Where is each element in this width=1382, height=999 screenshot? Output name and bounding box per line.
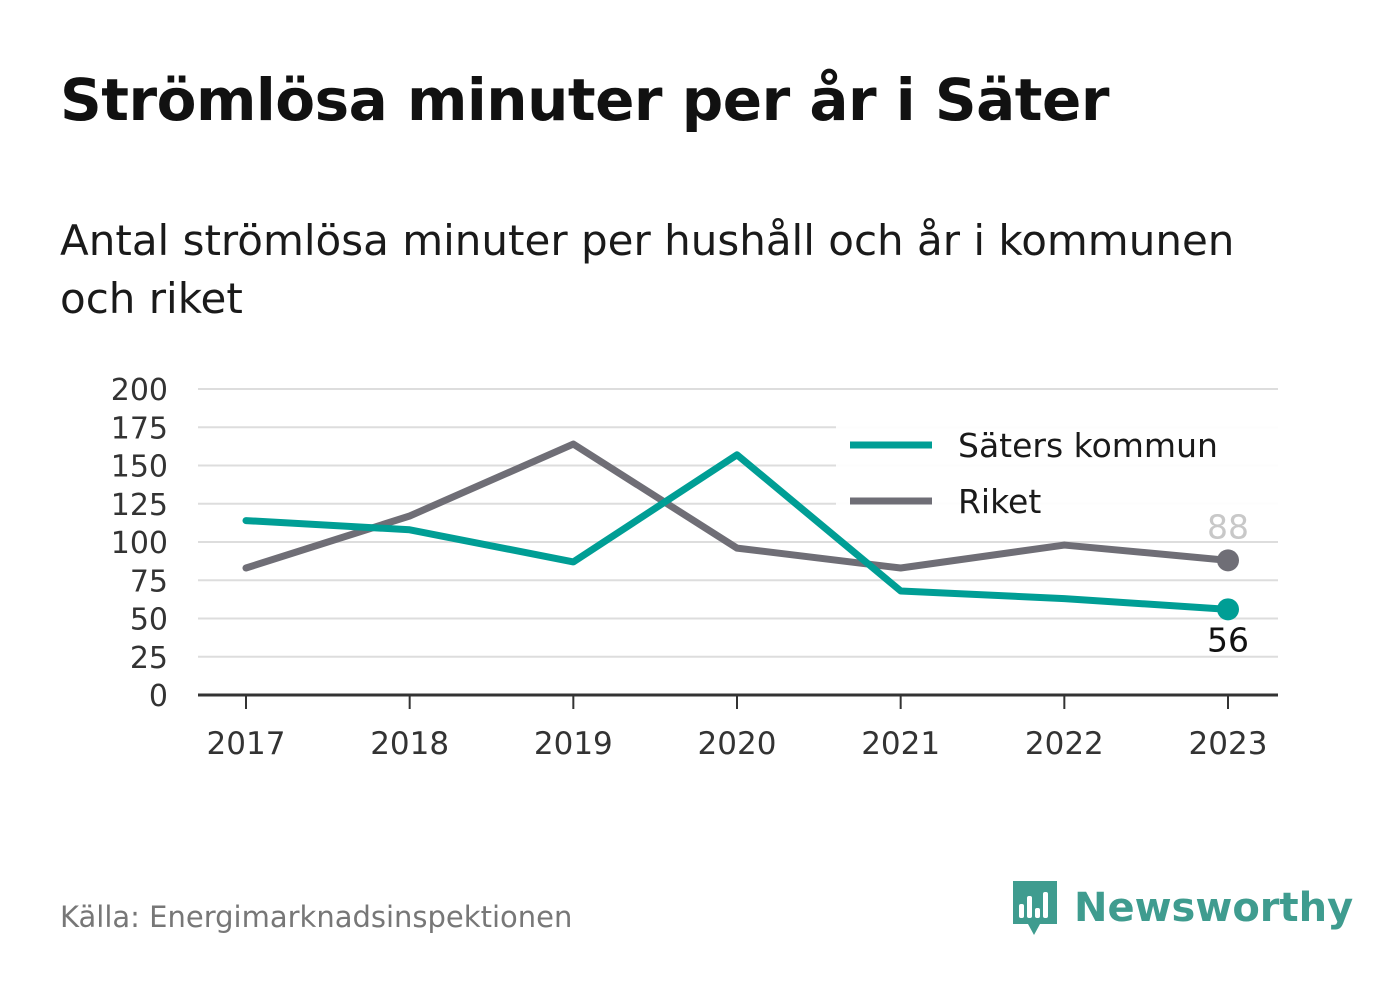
brand-name: Newsworthy bbox=[1074, 885, 1354, 931]
legend-label-1: Riket bbox=[958, 482, 1041, 521]
series-lines bbox=[242, 440, 1232, 613]
legend-background bbox=[836, 420, 1278, 532]
series-line-saters-kommun bbox=[242, 451, 1232, 613]
y-tick-label-150: 150 bbox=[111, 450, 168, 485]
brand-logo: Newsworthy bbox=[1010, 878, 1353, 938]
x-tick-label-2021: 2021 bbox=[861, 726, 940, 762]
y-tick-label-25: 25 bbox=[130, 641, 168, 676]
legend-label-0: Säters kommun bbox=[958, 426, 1218, 465]
y-tick-label-0: 0 bbox=[149, 679, 168, 714]
x-tick-label-2017: 2017 bbox=[207, 726, 286, 762]
end-point-1 bbox=[1217, 549, 1239, 572]
end-label-1: 88 bbox=[1207, 507, 1249, 546]
y-tick-label-50: 50 bbox=[130, 603, 168, 638]
chart-subtitle: Antal strömlösa minuter per hushåll och … bbox=[60, 216, 1235, 323]
y-tick-label-175: 175 bbox=[111, 411, 168, 446]
y-tick-label-75: 75 bbox=[130, 564, 168, 599]
y-tick-label-200: 200 bbox=[111, 373, 168, 408]
series-line-riket bbox=[242, 440, 1232, 572]
x-tick-label-2022: 2022 bbox=[1025, 726, 1104, 762]
chart-title: Strömlösa minuter per år i Säter bbox=[60, 66, 1109, 134]
x-tick-label-2019: 2019 bbox=[534, 726, 613, 762]
end-point-0 bbox=[1217, 598, 1239, 621]
x-axis: 2017 2018 2019 2020 2021 2022 2023 bbox=[198, 693, 1278, 762]
y-tick-label-125: 125 bbox=[111, 488, 168, 523]
end-label-0: 56 bbox=[1207, 620, 1249, 659]
x-tick-label-2020: 2020 bbox=[698, 726, 777, 762]
source-note: Källa: Energimarknadsinspektionen bbox=[60, 900, 573, 934]
legend: Säters kommun Riket bbox=[836, 420, 1278, 532]
x-tick-label-2018: 2018 bbox=[370, 726, 449, 762]
end-labels: 56 88 bbox=[1207, 507, 1249, 659]
newsworthy-logo-icon bbox=[1013, 881, 1057, 935]
y-tick-label-100: 100 bbox=[111, 526, 168, 561]
x-tick-label-2023: 2023 bbox=[1189, 726, 1268, 762]
